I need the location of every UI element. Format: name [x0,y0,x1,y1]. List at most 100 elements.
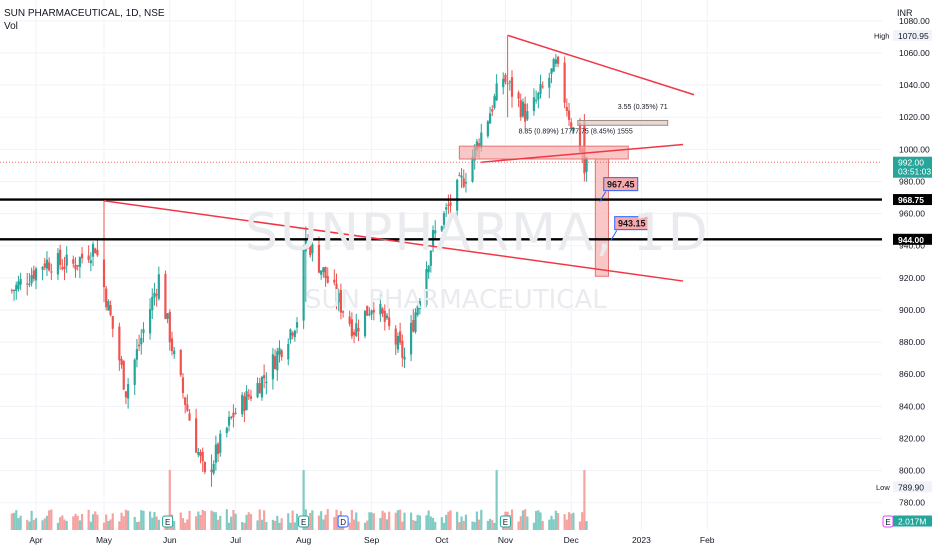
candle-body [526,111,529,120]
candle-body [265,381,268,384]
candle-body [28,283,31,286]
volume-bar [572,512,575,530]
volume-bar [291,510,294,530]
volume-bar [324,514,327,530]
volume-bar [385,519,389,530]
candle-body [572,127,575,132]
volume-bar [475,511,479,530]
price-tick-label: 780.00 [899,498,925,508]
volume-bar [372,513,375,530]
volume-bar [28,521,31,530]
volume-tag-bg [893,515,932,527]
volume-bar [583,470,586,530]
callout-label: 943.15 [618,219,646,229]
candle-body [506,83,509,85]
volume-bar [526,516,529,530]
candle-body [570,122,573,129]
candle-body [352,332,356,336]
candle-body [480,132,483,148]
candle-body [59,249,62,265]
volume-bar [155,516,158,530]
currency-label: INR [897,8,913,18]
candle-body [105,288,108,308]
volume-bar [585,521,588,530]
volume-bar [535,511,538,530]
volume-bar [370,512,373,530]
candle-body [214,444,217,463]
volume-bar [554,510,557,530]
price-tick-label: 900.00 [899,305,925,315]
candle-body [102,259,106,288]
volume-bar [388,511,391,530]
candle-body [94,248,97,254]
volume-bar [399,509,402,530]
volume-bar [241,521,244,530]
volume-bar [186,519,189,530]
candle-body [137,344,141,347]
symbol-title: SUN PHARMACEUTICAL, 1D, NSE [4,8,165,19]
volume-bar [289,522,292,530]
candles [10,35,588,487]
volume-bar [76,515,79,530]
candle-body [50,271,53,273]
candle-body [188,413,191,421]
price-axis: 1080.00 1060.00 1040.00 1020.00 1000.00 980.0… [874,16,932,527]
candle-body [109,305,112,316]
candle-body [502,78,505,88]
candle-body [142,329,145,334]
volume-bar [563,514,566,530]
volume-bar [548,519,551,530]
event-marker [499,515,511,528]
candle-body [440,226,443,231]
last-price-tag-bg [893,156,932,178]
candle-body [153,292,156,298]
candle-body [273,356,277,369]
volume-value: 2.017M [898,517,926,527]
candle-body [379,303,382,315]
volume-bar [271,519,275,530]
volume-bar [449,510,452,530]
volume-bar [570,513,573,530]
candle-body [563,62,566,103]
callout-box [603,177,639,192]
candle-body [535,99,538,101]
callout-pointer [599,191,607,202]
measure-label: 3.55 (0.35%) 71 [618,104,668,111]
volume-bar [517,521,520,530]
candle-body [74,264,77,270]
volume-bar [245,514,248,530]
event-marker [337,515,349,528]
candle-body [179,350,182,376]
candle-body [532,97,536,112]
candle-body [445,207,448,210]
volume-bar [348,522,351,530]
volume-bar [151,517,154,530]
candle-body [271,354,275,380]
candle-body [335,283,338,302]
volume-bar [63,519,66,530]
candle-body [409,322,413,355]
candle-body [135,349,139,360]
volume-bar [396,510,400,530]
volume-bar [212,511,215,530]
candle-body [10,290,13,292]
event-marker [298,515,310,528]
low-label: Low [876,483,890,492]
volume-bar [473,522,476,530]
candle-body [396,335,400,350]
volume-bar [401,521,404,530]
trendline [481,143,684,163]
volume-bar [287,513,290,530]
candle-body [477,143,481,148]
volume-bar [227,522,231,530]
volume-bar [280,518,283,530]
volume-bar [265,522,268,530]
time-tick-label: Oct [435,535,449,545]
event-marker-letter: E [301,518,306,527]
candle-body [76,265,79,267]
candle-body [363,310,367,337]
volume-bar [317,515,321,530]
volume-bar [456,511,459,530]
volume-bar [278,522,281,530]
